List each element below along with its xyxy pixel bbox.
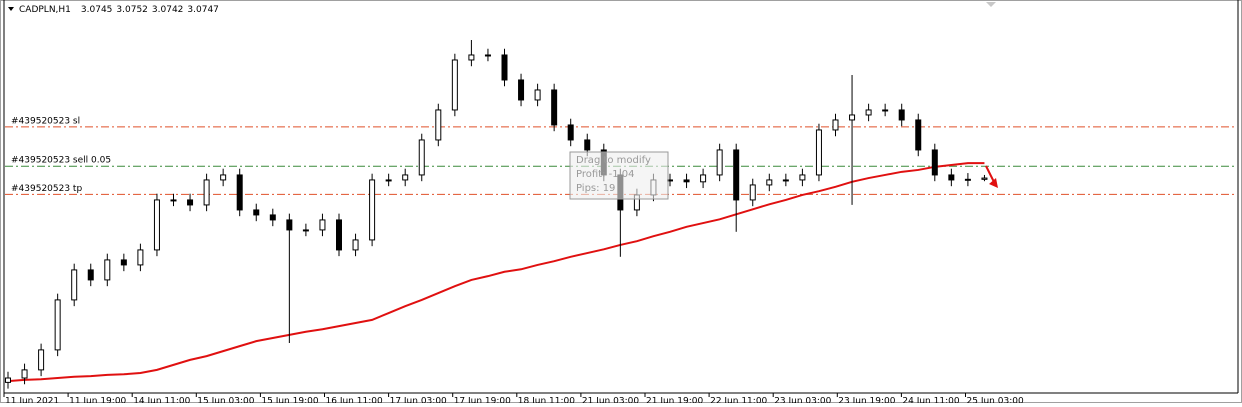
candle-body xyxy=(87,269,94,281)
candle-body xyxy=(71,269,78,301)
candle-body xyxy=(21,369,28,379)
candle-body xyxy=(799,174,806,181)
x-tick-label: 16 Jun 11:00 xyxy=(326,397,383,404)
tooltip-line: Profit: -1.04 xyxy=(576,169,635,180)
ohlc-close: 3.0747 xyxy=(187,5,219,15)
candle-body xyxy=(865,109,872,116)
candle-body xyxy=(269,214,276,221)
candle-body xyxy=(137,249,144,266)
candle-body xyxy=(120,259,127,266)
candle-body xyxy=(220,174,227,181)
x-tick-label: 17 Jun 19:00 xyxy=(454,397,511,404)
candle-body xyxy=(501,54,508,81)
candle-body xyxy=(336,219,342,251)
x-tick-label: 11 Jun 2021 xyxy=(5,397,59,404)
trend-arrow xyxy=(985,165,995,183)
x-axis-labels: 11 Jun 2021 11 Jun 19:00 14 Jun 11:00 15 Ju… xyxy=(3,393,1024,407)
tooltip-box xyxy=(569,151,669,200)
candle-body xyxy=(882,109,889,112)
order-level-label: #439520523 sell 0.05 xyxy=(11,156,111,166)
x-tick-label: 23 Jun 19:00 xyxy=(838,397,895,404)
x-tick-label: 21 Jun 03:00 xyxy=(582,397,639,404)
candle-body xyxy=(302,229,309,232)
x-tick-label: 25 Jun 03:00 xyxy=(967,397,1024,404)
ohlc-low: 3.0742 xyxy=(152,5,184,15)
candle-body xyxy=(352,239,359,251)
candle-body xyxy=(518,79,525,101)
x-tick-label: 15 Jun 03:00 xyxy=(197,397,254,404)
candle-body xyxy=(435,109,442,141)
candle-body xyxy=(253,209,260,216)
candle-body xyxy=(766,179,773,186)
candle-body xyxy=(203,179,210,206)
candle-body xyxy=(964,178,971,181)
ohlc-high: 3.0752 xyxy=(116,5,148,15)
x-tick-label: 21 Jun 19:00 xyxy=(646,397,703,404)
x-tick-label: 15 Jun 19:00 xyxy=(261,397,318,404)
x-tick-label: 24 Jun 11:00 xyxy=(902,397,959,404)
candle-body xyxy=(54,299,61,351)
candle-body xyxy=(236,174,243,211)
candle-body xyxy=(468,54,475,61)
ma-line xyxy=(7,162,985,383)
candle-body xyxy=(567,124,574,141)
candle-body xyxy=(369,179,376,241)
candle-body xyxy=(782,179,789,182)
candle-body xyxy=(832,119,839,131)
ohlc: 3.0745 3.0752 3.0742 3.0747 xyxy=(81,5,219,15)
candle-body xyxy=(286,219,293,231)
chart-header: CADPLN,H1 3.0745 3.0752 3.0742 3.0747 xyxy=(19,5,219,15)
candle-body xyxy=(815,129,822,176)
candle-body xyxy=(187,199,194,206)
x-tick-label: 23 Jun 03:00 xyxy=(774,397,831,404)
candle-body xyxy=(402,174,409,181)
candle-body xyxy=(733,149,740,201)
moving-average xyxy=(7,162,985,383)
candle-body xyxy=(418,139,425,176)
ohlc-open: 3.0745 xyxy=(81,5,113,15)
drag-tooltip: Drag to modify Profit: -1.04 Pips: 19 xyxy=(569,151,669,200)
x-tick-label: 14 Jun 11:00 xyxy=(133,397,190,404)
candle-body xyxy=(551,89,558,126)
order-level-label: #439520523 sl xyxy=(11,116,80,126)
candle-body xyxy=(104,259,111,281)
candle-body xyxy=(849,114,856,121)
candle-body xyxy=(716,149,723,176)
candle-body xyxy=(683,179,690,183)
candle-body xyxy=(534,89,541,101)
order-level-label: #439520523 tp xyxy=(11,184,82,194)
candle-body xyxy=(5,377,11,383)
candle-body xyxy=(948,174,955,181)
symbol: CADPLN,H1 xyxy=(19,5,71,15)
candle-body xyxy=(931,149,938,176)
shift-marker xyxy=(986,2,996,7)
candle-body xyxy=(38,349,45,371)
candle-body xyxy=(170,199,177,202)
candle-body xyxy=(749,184,756,201)
candle-body xyxy=(584,139,591,151)
candle-body xyxy=(981,177,988,180)
candle-body xyxy=(484,54,491,57)
candle-body xyxy=(385,179,392,182)
trend-arrow-head xyxy=(989,178,998,188)
tooltip-line: Pips: 19 xyxy=(576,183,615,194)
candle-body xyxy=(451,59,458,111)
candle-body xyxy=(898,109,905,121)
tooltip-line: Drag to modify xyxy=(576,155,651,166)
candle-body xyxy=(700,174,707,183)
x-tick-label: 11 Jun 19:00 xyxy=(69,397,126,404)
candle-body xyxy=(915,119,922,151)
candle-body xyxy=(153,199,160,251)
x-tick-label: 18 Jun 11:00 xyxy=(518,397,575,404)
dropdown-arrow[interactable] xyxy=(8,7,14,11)
x-tick-label: 22 Jun 11:00 xyxy=(710,397,767,404)
x-tick-label: 17 Jun 03:00 xyxy=(390,397,447,404)
candle-body xyxy=(319,219,326,231)
